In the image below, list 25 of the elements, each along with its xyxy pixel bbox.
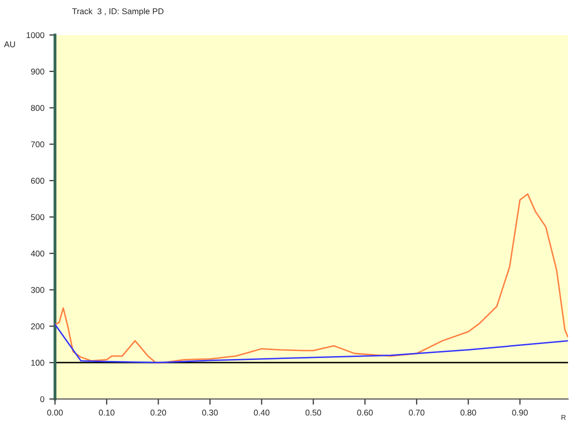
y-tick-label: 300 bbox=[31, 287, 44, 293]
x-tick-label: 0.80 bbox=[460, 410, 476, 416]
y-tick-label: 200 bbox=[31, 323, 44, 330]
x-tick-label: 0.90 bbox=[512, 410, 528, 416]
y-tick-label: 700 bbox=[31, 141, 44, 148]
x-tick-label: 0.10 bbox=[98, 410, 114, 416]
y-tick-label: 1000 bbox=[26, 32, 44, 38]
x-tick-label: 0.50 bbox=[306, 410, 322, 416]
y-axis-title: AU bbox=[4, 41, 15, 48]
x-tick-label: 0.60 bbox=[357, 410, 373, 416]
y-tick-label: 600 bbox=[31, 178, 44, 184]
chart-title: Track 3 , ID: Sample PD bbox=[72, 8, 164, 16]
x-tick-label: 0.40 bbox=[254, 410, 270, 416]
x-tick-label: 0.30 bbox=[202, 410, 218, 416]
y-tick-label: 0 bbox=[40, 396, 44, 402]
y-tick-label: 100 bbox=[31, 360, 44, 366]
line-series bbox=[55, 324, 568, 364]
line-series bbox=[55, 193, 568, 364]
x-tick-label: 0.70 bbox=[408, 410, 424, 416]
x-tick-label: 0.00 bbox=[47, 410, 63, 416]
y-tick-label: 500 bbox=[31, 214, 44, 220]
y-tick-label: 800 bbox=[31, 105, 44, 111]
x-tick-label: 0.20 bbox=[150, 410, 166, 416]
y-tick-label: 400 bbox=[30, 250, 44, 256]
y-tick-label: 900 bbox=[31, 68, 44, 74]
